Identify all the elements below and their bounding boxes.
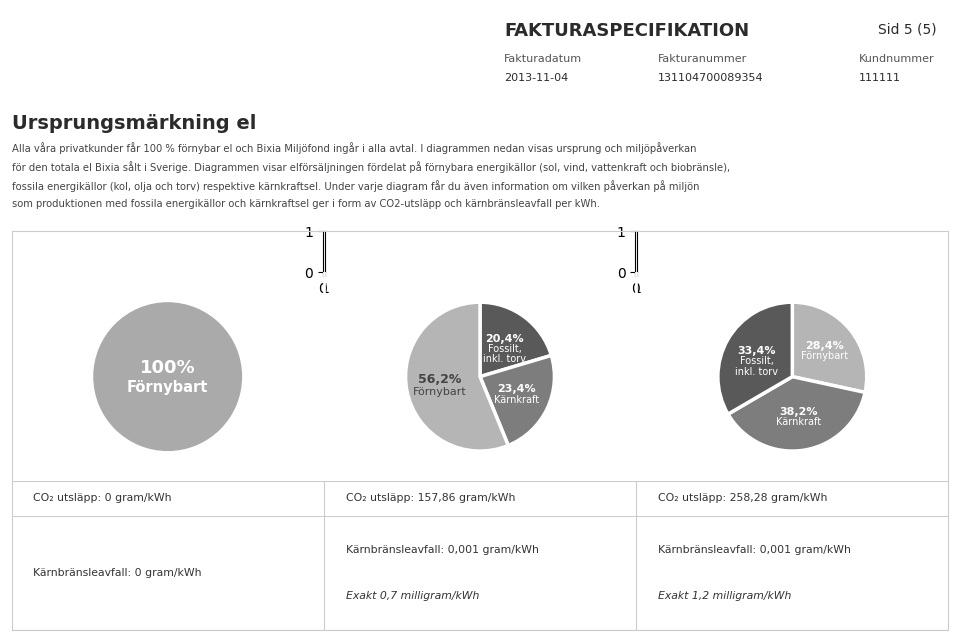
Text: Fakturanummer: Fakturanummer xyxy=(658,54,747,64)
Text: Bixias totala elmix 2012: Bixias totala elmix 2012 xyxy=(390,245,570,258)
Text: CO₂ utsläpp: 0 gram/kWh: CO₂ utsläpp: 0 gram/kWh xyxy=(34,494,172,503)
Text: 131104700089354: 131104700089354 xyxy=(658,73,763,83)
Wedge shape xyxy=(480,302,551,377)
Text: Nordiska elmixen 2012: Nordiska elmixen 2012 xyxy=(707,245,878,258)
Text: Kärnkraft: Kärnkraft xyxy=(494,394,540,404)
Wedge shape xyxy=(480,355,555,446)
Text: CO₂ utsläpp: 258,28 gram/kWh: CO₂ utsläpp: 258,28 gram/kWh xyxy=(658,494,828,503)
Text: inkl. torv: inkl. torv xyxy=(735,367,779,377)
Text: Exakt 1,2 milligram/kWh: Exakt 1,2 milligram/kWh xyxy=(658,591,791,601)
Text: 56,2%: 56,2% xyxy=(419,373,462,386)
Text: Kärnbränsleavfall: 0 gram/kWh: Kärnbränsleavfall: 0 gram/kWh xyxy=(34,568,202,578)
Text: Kärnkraft: Kärnkraft xyxy=(777,417,822,427)
Text: Kundnummer: Kundnummer xyxy=(859,54,935,64)
Text: Ursprungsmärkning el: Ursprungsmärkning el xyxy=(12,114,256,133)
Text: Fakturadatum: Fakturadatum xyxy=(504,54,582,64)
Text: Kärnbränsleavfall: 0,001 gram/kWh: Kärnbränsleavfall: 0,001 gram/kWh xyxy=(346,545,539,555)
Text: inkl. torv: inkl. torv xyxy=(483,354,526,365)
Text: fossila energikällor (kol, olja och torv) respektive kärnkraftsel. Under varje d: fossila energikällor (kol, olja och torv… xyxy=(12,180,699,192)
Text: FAKTURASPECIFIKATION: FAKTURASPECIFIKATION xyxy=(504,22,749,40)
Wedge shape xyxy=(792,302,867,392)
Wedge shape xyxy=(93,302,242,451)
Text: 111111: 111111 xyxy=(859,73,901,83)
Text: Förnybart: Förnybart xyxy=(801,351,848,361)
Wedge shape xyxy=(728,377,865,451)
Text: Exakt 0,7 milligram/kWh: Exakt 0,7 milligram/kWh xyxy=(346,591,479,601)
Text: för den totala el Bixia sålt i Sverige. Diagrammen visar elförsäljningen fördela: för den totala el Bixia sålt i Sverige. … xyxy=(12,161,730,173)
Text: CO₂ utsläpp: 157,86 gram/kWh: CO₂ utsläpp: 157,86 gram/kWh xyxy=(346,494,516,503)
Text: Förnybart: Förnybart xyxy=(413,387,467,397)
Text: Kärnbränsleavfall: 0,001 gram/kWh: Kärnbränsleavfall: 0,001 gram/kWh xyxy=(658,545,851,555)
Text: Fossilt,: Fossilt, xyxy=(488,344,521,354)
Text: Bixias privatkunder 2012: Bixias privatkunder 2012 xyxy=(74,245,262,258)
Text: 23,4%: 23,4% xyxy=(497,384,537,394)
Wedge shape xyxy=(405,302,508,451)
Text: 28,4%: 28,4% xyxy=(804,341,844,351)
Text: 33,4%: 33,4% xyxy=(737,346,776,356)
Text: som produktionen med fossila energikällor och kärnkraftsel ger i form av CO2-uts: som produktionen med fossila energikällo… xyxy=(12,199,599,210)
Text: 38,2%: 38,2% xyxy=(780,407,818,417)
Text: 20,4%: 20,4% xyxy=(485,334,524,344)
Wedge shape xyxy=(718,302,792,414)
Text: Sid 5 (5): Sid 5 (5) xyxy=(878,22,937,36)
Text: Förnybart: Förnybart xyxy=(127,380,208,395)
Text: Fossilt,: Fossilt, xyxy=(740,356,774,367)
Text: 100%: 100% xyxy=(140,359,196,377)
Text: Alla våra privatkunder får 100 % förnybar el och Bixia Miljöfond ingår i alla av: Alla våra privatkunder får 100 % förnyba… xyxy=(12,142,696,154)
Text: 2013-11-04: 2013-11-04 xyxy=(504,73,568,83)
